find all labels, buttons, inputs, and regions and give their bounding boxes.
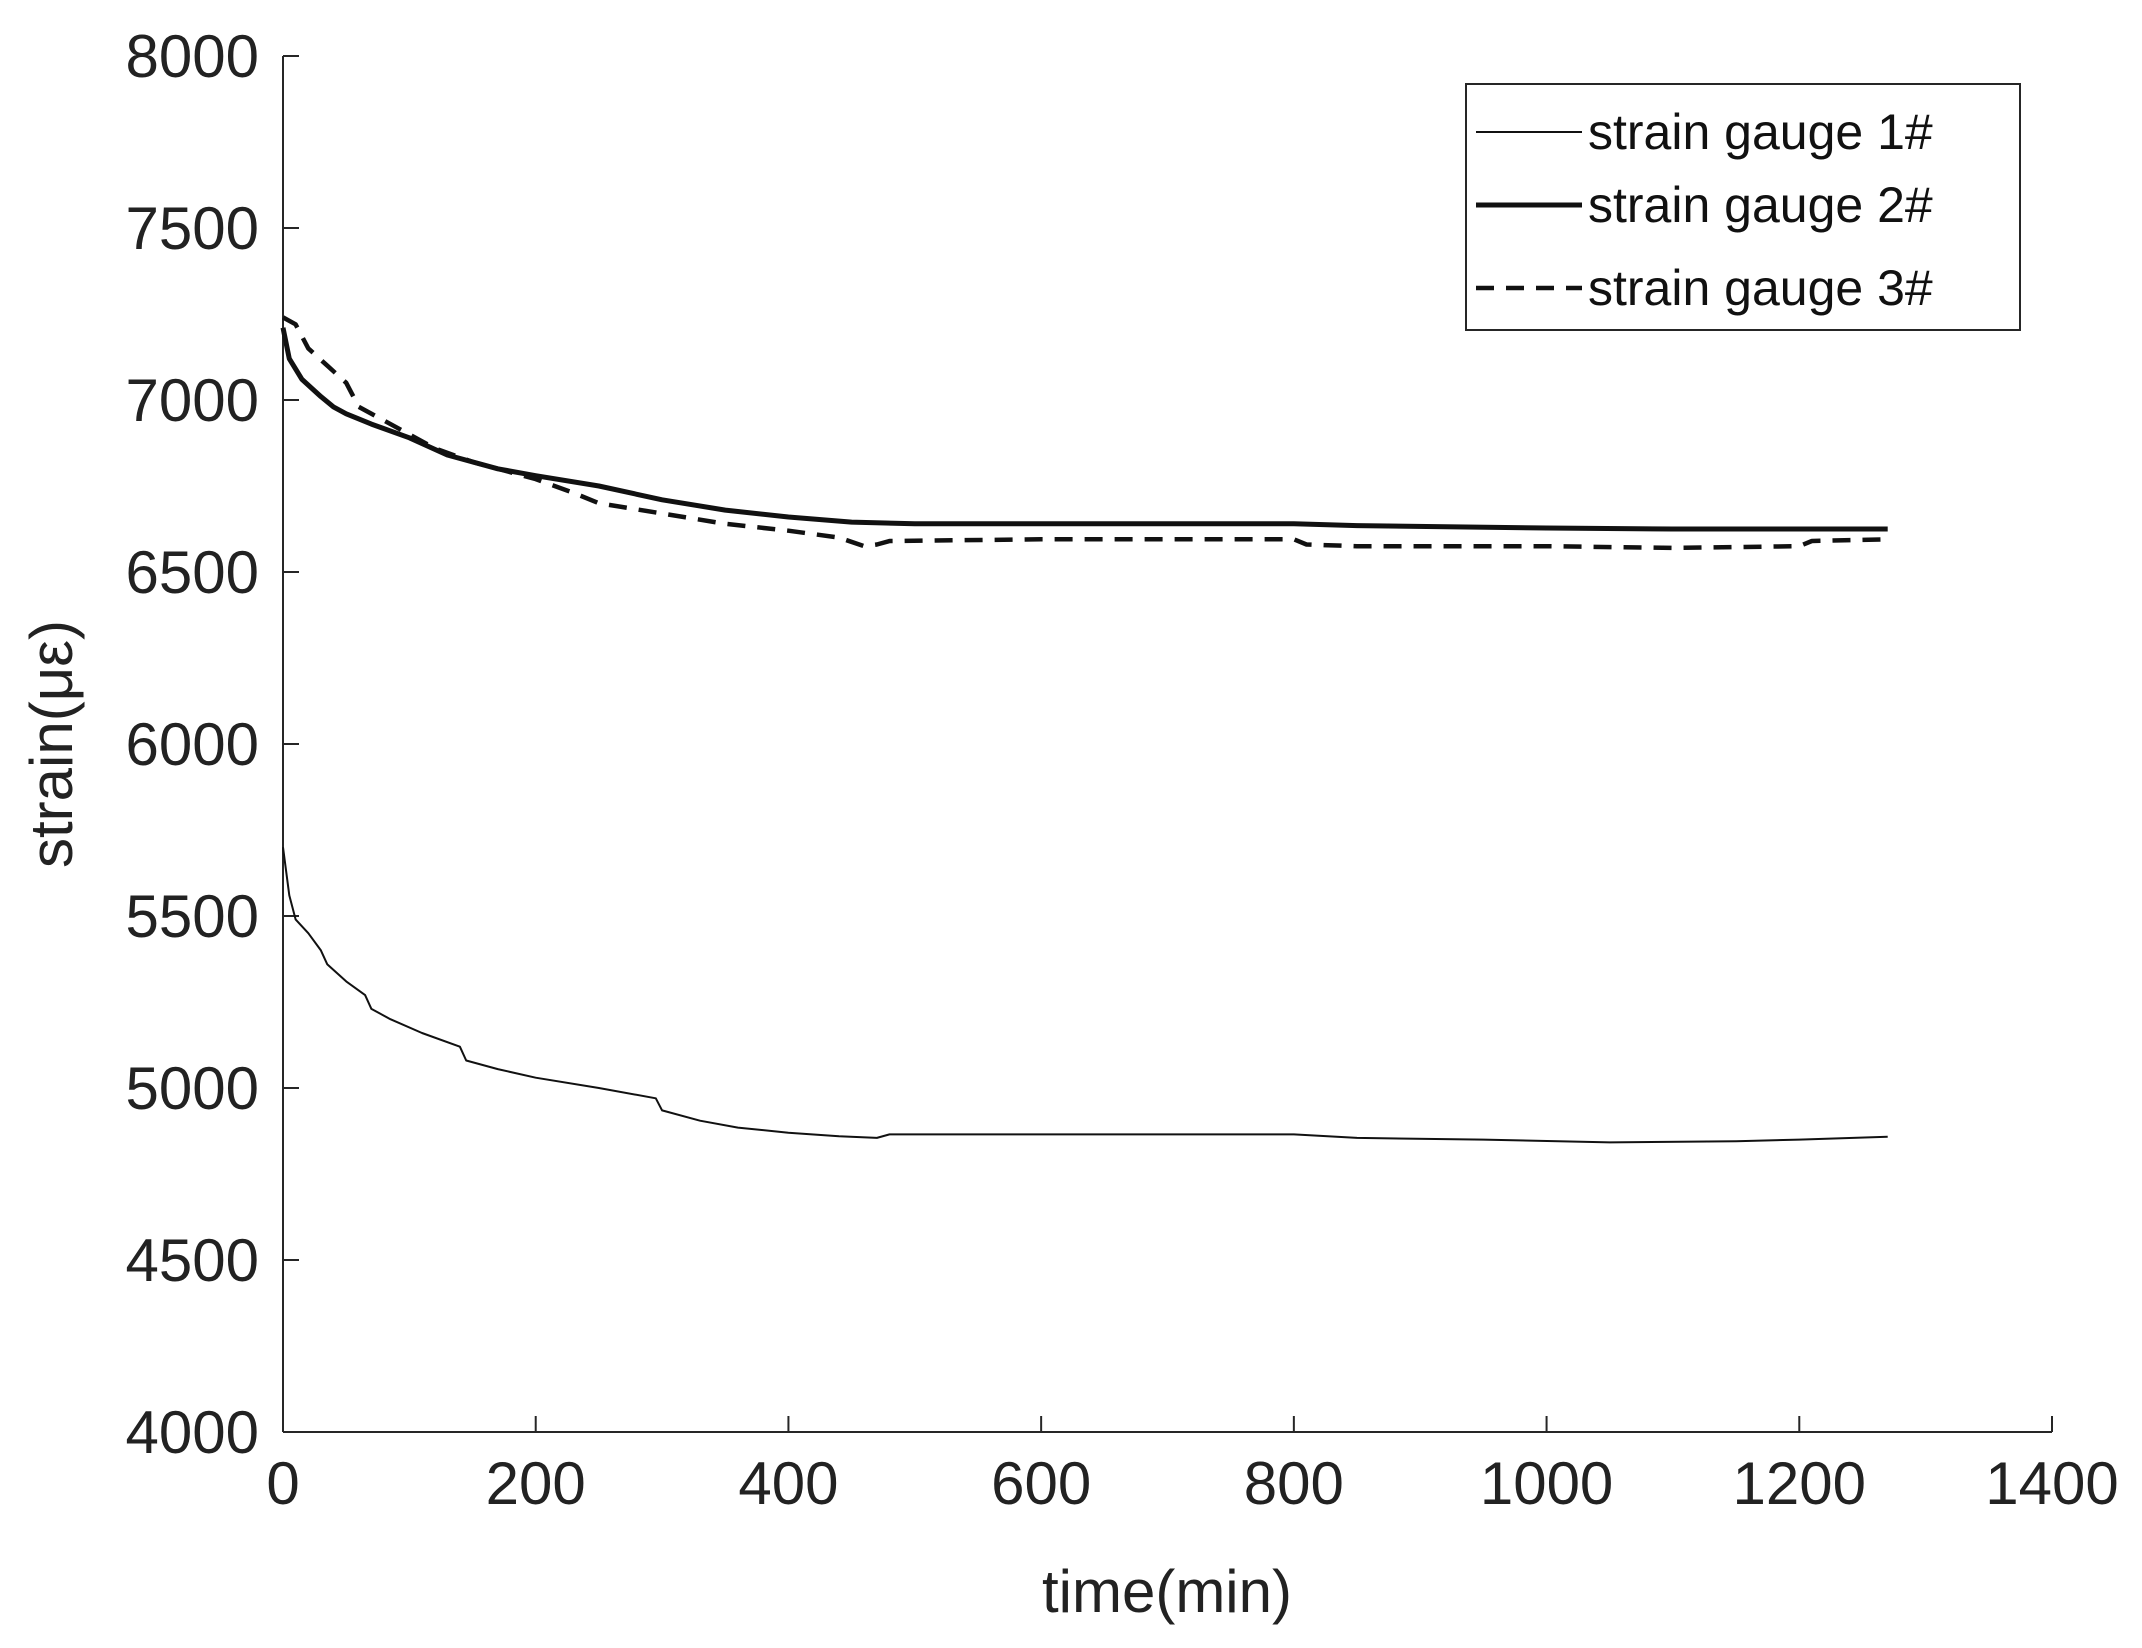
- x-tick-label: 600: [991, 1450, 1091, 1517]
- series-line-gauge-3: [281, 315, 1888, 551]
- y-tick-label: 5000: [126, 1055, 259, 1122]
- y-tick-label: 6000: [126, 711, 259, 778]
- y-tick-label: 7500: [126, 195, 259, 262]
- y-tick-label: 5500: [126, 883, 259, 950]
- x-tick-label: 1000: [1480, 1450, 1613, 1517]
- x-tick-label: 1200: [1733, 1450, 1866, 1517]
- y-tick-label: 6500: [126, 539, 259, 606]
- series-layer: [280, 315, 1888, 1144]
- y-ticks: 4000 4500 5000 5500 6000 6500 7000 7500 8000: [126, 23, 299, 1466]
- legend: strain gauge 1# strain gauge 2# strain g…: [1465, 83, 2021, 331]
- y-tick-label: 7000: [126, 367, 259, 434]
- x-tick-label: 1400: [1985, 1450, 2118, 1517]
- series-line-gauge-2: [280, 327, 1888, 532]
- legend-label-gauge-3: strain gauge 3#: [1588, 260, 1933, 316]
- y-axis-title: strain(με): [18, 620, 85, 868]
- x-axis-title: time(min): [1042, 1558, 1292, 1625]
- x-tick-label: 800: [1244, 1450, 1344, 1517]
- x-tick-label: 0: [266, 1450, 299, 1517]
- y-tick-label: 4000: [126, 1399, 259, 1466]
- legend-label-gauge-1: strain gauge 1#: [1588, 104, 1933, 160]
- y-tick-label: 4500: [126, 1227, 259, 1294]
- series-line-gauge-1: [282, 847, 1888, 1144]
- x-ticks: 0 200 400 600 800 1000 1200 1400: [266, 1416, 2119, 1517]
- legend-label-gauge-2: strain gauge 2#: [1588, 177, 1933, 233]
- x-tick-label: 400: [738, 1450, 838, 1517]
- y-tick-label: 8000: [126, 23, 259, 90]
- x-tick-label: 200: [486, 1450, 586, 1517]
